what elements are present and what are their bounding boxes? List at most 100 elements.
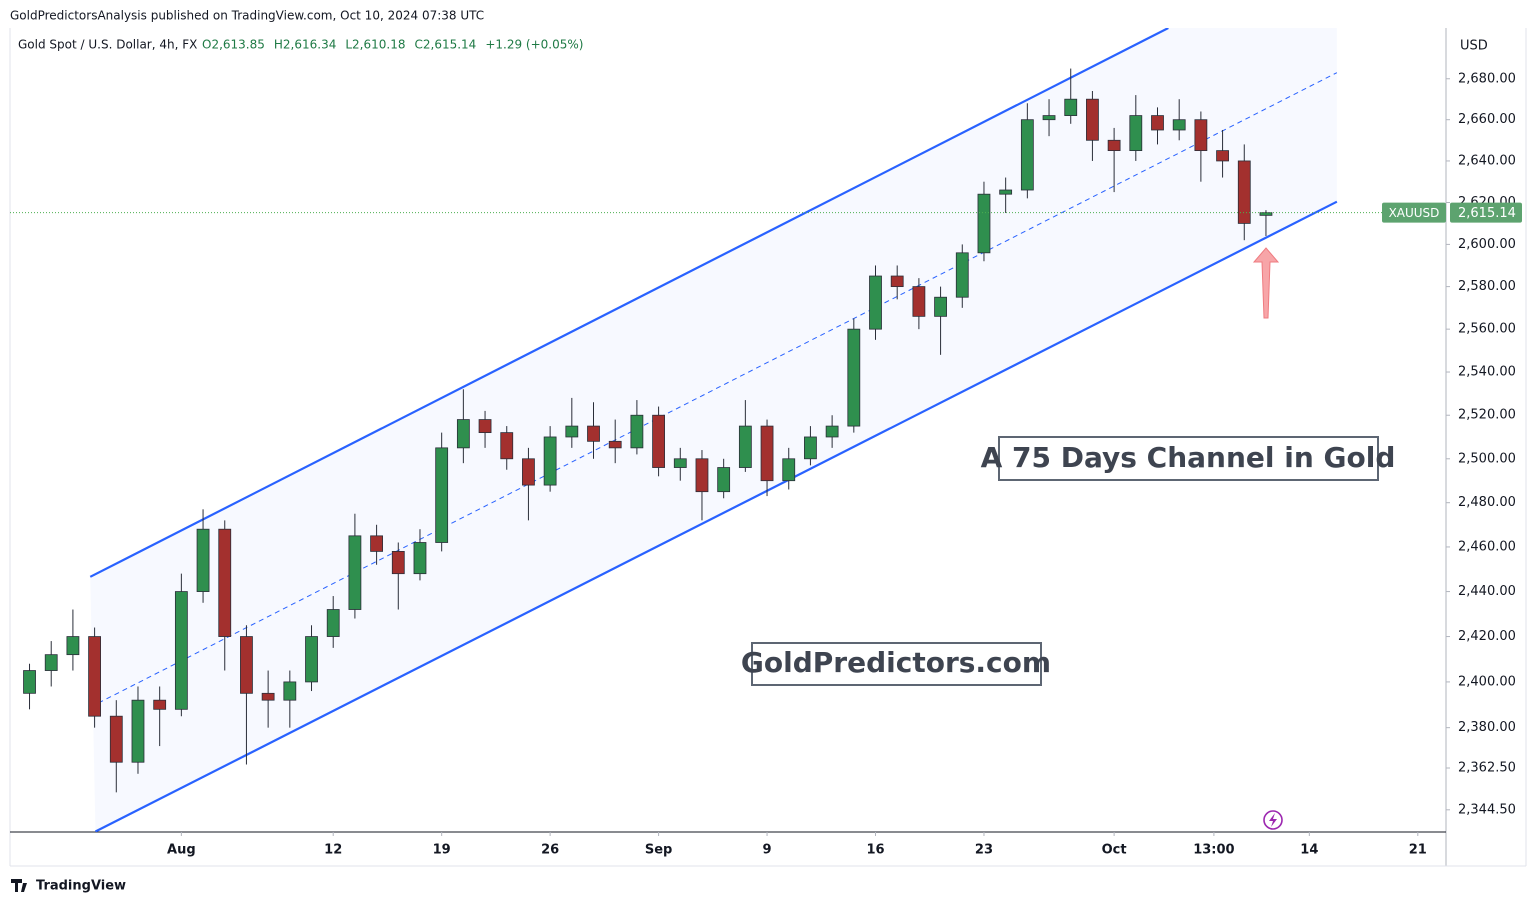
price-tag-text: 2,615.14 [1458,206,1516,221]
candle-body [912,286,926,317]
candle-body [153,699,167,710]
candle-body [1151,115,1164,131]
candle-body [283,681,297,701]
y-tick-label: 2,440.00 [1458,584,1516,599]
candle-body [717,467,731,493]
y-tick-label: 2,500.00 [1458,451,1516,466]
y-tick-label: 2,600.00 [1458,237,1516,252]
x-tick-label: 9 [763,843,772,858]
candle-body [869,275,882,330]
candle-body [1129,115,1143,152]
candle-body [305,636,318,683]
candle-body [522,458,535,486]
y-tick-label: 2,680.00 [1458,71,1516,86]
x-tick-label: 26 [541,843,559,858]
annotation-text: A 75 Days Channel in Gold [981,441,1396,474]
candle-body [44,654,58,671]
x-tick-label: 12 [324,843,342,858]
x-tick-label: Aug [167,843,196,858]
candle-body [782,458,796,482]
alert-icon [1269,813,1277,827]
x-tick-label: Sep [645,843,673,858]
candle-body [1020,119,1034,191]
candle-body [804,436,817,460]
y-tick-label: 2,640.00 [1458,153,1516,168]
candle-body [587,425,600,442]
publish-header: GoldPredictorsAnalysis published on Trad… [10,9,484,23]
y-tick-label: 2,460.00 [1458,539,1516,554]
annotation-box [998,436,1379,481]
alert-icon[interactable] [1263,810,1283,830]
y-tick-label: 2,520.00 [1458,408,1516,423]
candle-body [608,440,622,449]
channel-upper [89,28,1169,578]
y-tick-label: 2,420.00 [1458,629,1516,644]
candle-body [1107,139,1121,152]
ohlc-value: L2,610.18 [345,38,405,52]
candle-body [1064,98,1078,116]
candle-body [890,275,904,288]
x-tick-label: 21 [1409,843,1427,858]
annotation-text: GoldPredictors.com [741,646,1051,679]
candle-body [1216,150,1229,162]
candle-body [196,528,210,592]
x-tick-label: 16 [866,843,884,858]
candle-body [955,252,969,298]
y-tick-label: 2,660.00 [1458,112,1516,127]
candle-body [760,425,774,482]
candle-body [326,609,340,637]
candle-body [999,189,1013,195]
channel-lower [94,200,1338,832]
ohlc-legend: O2,613.85 H2,616.34 L2,610.18 C2,615.14 +1.2… [202,38,583,52]
candle-body [934,296,947,317]
ohlc-value: H2,616.34 [274,38,336,52]
x-tick-label: 13:00 [1193,843,1234,858]
candle-body [261,692,275,701]
candle-body [1172,119,1186,131]
tv-logo [11,879,27,892]
candle-body [174,591,188,710]
ohlc-value: C2,615.14 [414,38,476,52]
candle-body [1042,115,1056,121]
y-tick-label: 2,580.00 [1458,279,1516,294]
y-tick-label: 2,560.00 [1458,322,1516,337]
candle-body [1086,98,1099,141]
candle-body [456,419,470,449]
candle-body [435,447,449,543]
candle-body [630,414,644,449]
symbol-tag-text: XAUUSD [1389,206,1440,220]
candle-body [825,425,839,438]
candle-body [847,328,861,427]
annotation-box [751,642,1042,686]
candle-body [652,414,665,468]
candle-body [695,458,709,493]
symbol-tag [1382,202,1446,223]
candle-body [565,425,579,438]
candle-body [348,535,362,610]
symbol-line: Gold Spot / U.S. Dollar, 4h, FX [18,38,197,52]
arrow [1252,247,1280,319]
candle-body [109,715,123,763]
y-tick-label: 2,540.00 [1458,365,1516,380]
y-tick-label: 2,362.50 [1458,761,1516,776]
x-tick-label: 19 [433,843,451,858]
y-tick-label: 2,344.50 [1458,802,1516,817]
plot-area [23,28,1338,832]
ohlc-value: +1.29 (+0.05%) [485,38,583,52]
candle-body [1237,160,1251,224]
candle-body [413,542,427,575]
currency: USD [1460,39,1488,54]
candle-body [23,670,36,694]
footer-brand: TradingView [36,879,126,894]
candle-body [500,432,514,460]
candle-body [478,419,492,434]
candle-body [1194,119,1208,152]
x-tick-label: 23 [975,843,993,858]
candle-body [240,636,253,694]
ohlc-value: O2,613.85 [202,38,265,52]
y-tick-label: 2,480.00 [1458,495,1516,510]
candle-body [673,458,687,468]
channel-middle [90,72,1338,708]
y-tick-label: 2,380.00 [1458,720,1516,735]
